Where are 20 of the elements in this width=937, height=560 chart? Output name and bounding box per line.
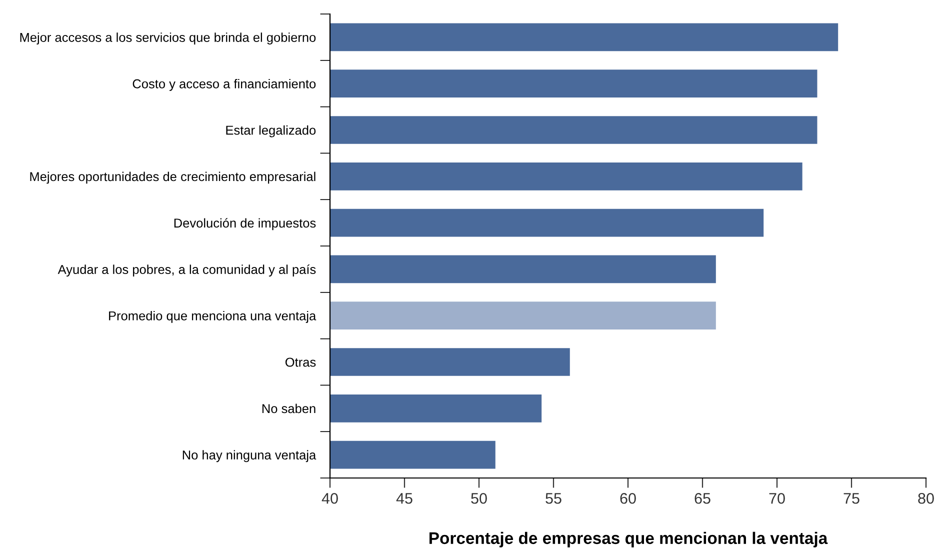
y-tick-label: No saben <box>262 404 316 414</box>
x-tick-label: 75 <box>844 493 860 504</box>
y-tick-label: Mejores oportunidades de crecimiento empresarial <box>30 172 316 184</box>
x-tick-label: 60 <box>620 492 636 504</box>
y-tick-label: Mejor accesos a los servicios que brinda el gobierno <box>20 32 316 44</box>
x-tick-label: 70 <box>769 492 785 504</box>
x-tick-label: 55 <box>546 493 562 504</box>
x-tick-label: 50 <box>471 492 487 504</box>
y-tick-label: Devolución de impuestos <box>174 218 316 230</box>
y-tick-label: No hay ninguna ventaja <box>182 450 316 462</box>
y-tick-label: Ayudar a los pobres, a la comunidad y al país <box>58 264 316 277</box>
y-tick-label: Otras <box>285 358 316 367</box>
x-tick-label: 65 <box>694 492 710 504</box>
y-tick-label: Promedio que menciona una ventaja <box>109 310 316 323</box>
x-tick-label: 40 <box>322 492 338 504</box>
y-tick-label: Costo y acceso a financiamiento <box>132 78 316 91</box>
x-tick-label: 45 <box>396 493 412 504</box>
x-tick-label: 80 <box>918 492 934 504</box>
x-axis-title: Porcentaje de empresas que mencionan la ventaja <box>430 532 828 548</box>
y-tick-label: Estar legalizado <box>226 125 316 138</box>
